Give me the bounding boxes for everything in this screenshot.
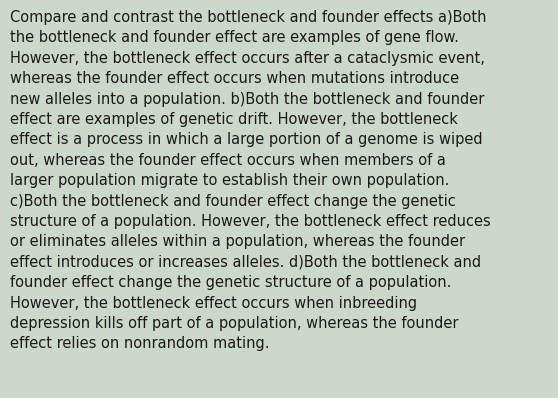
Text: Compare and contrast the bottleneck and founder effects a)Both
the bottleneck an: Compare and contrast the bottleneck and … [10,10,491,351]
